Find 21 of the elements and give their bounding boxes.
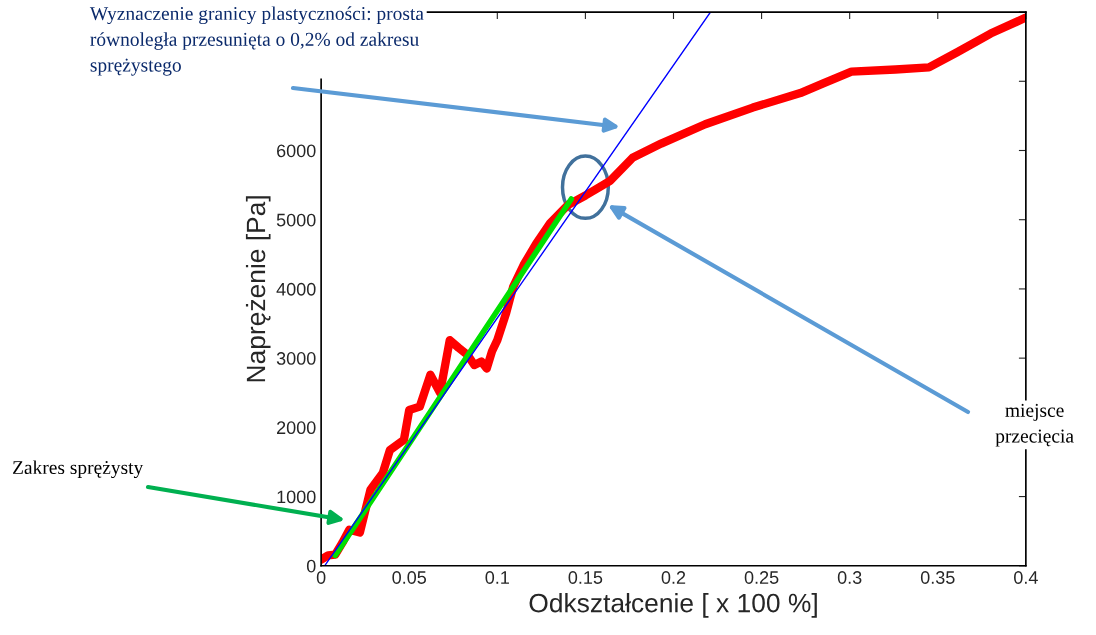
y-tick-label: 3000 [276, 352, 316, 365]
y-tick-label: 0 [306, 559, 316, 573]
y-tick-label: 5000 [276, 213, 316, 227]
x-tick-label: 0.3 [837, 571, 862, 584]
x-tick-label: 0.35 [920, 571, 955, 584]
text: Zakres sprężysty [12, 460, 144, 479]
annotation: Wyznaczenie granicy plastyczności: prosta równoległa przesunięta o 0,2% od zakresu sprężystego [89, 6, 424, 76]
y-tick-label: 1000 [277, 490, 316, 504]
x-tick-label: 0.15 [568, 571, 603, 584]
x-axis-title: Odkształcenie [ x 100 %] [529, 593, 817, 618]
y-axis-title: Naprężenie [Pa] [245, 196, 271, 382]
y-tick-label: 4000 [276, 282, 316, 296]
x-tick-label: 0.4 [1014, 571, 1038, 584]
annotation: miejsce przecięcia [995, 403, 1074, 447]
y-tick-label: 2000 [277, 421, 316, 435]
y-tick-label: 6000 [277, 144, 316, 158]
x-tick-label: 0 [316, 571, 326, 584]
x-tick-label: 0.25 [744, 571, 779, 584]
x-tick-label: 0.2 [661, 571, 686, 584]
x-tick-label: 0.1 [485, 571, 509, 584]
x-tick-label: 0.05 [392, 571, 427, 584]
